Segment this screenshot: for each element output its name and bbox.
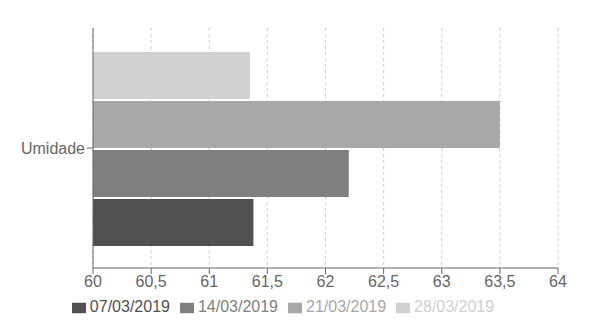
html-text:14/03/2019: 14/03/2019: [197, 298, 278, 315]
svg-text:64: 64: [549, 273, 567, 290]
svg-text:62,5: 62,5: [368, 273, 399, 290]
svg-text:63,5: 63,5: [484, 273, 515, 290]
html-text:28/03/2019: 28/03/2019: [414, 298, 495, 315]
svg-text:63: 63: [433, 273, 451, 290]
html-text:21/03/2019: 21/03/2019: [306, 298, 387, 315]
svg-text:60: 60: [84, 273, 102, 290]
svg-text:60,5: 60,5: [136, 273, 167, 290]
svg-text:Umidade: Umidade: [21, 140, 85, 157]
svg-text:62: 62: [317, 273, 335, 290]
svg-text:61,5: 61,5: [252, 273, 283, 290]
svg-text:61: 61: [200, 273, 218, 290]
html-text:07/03/2019: 07/03/2019: [89, 298, 170, 315]
